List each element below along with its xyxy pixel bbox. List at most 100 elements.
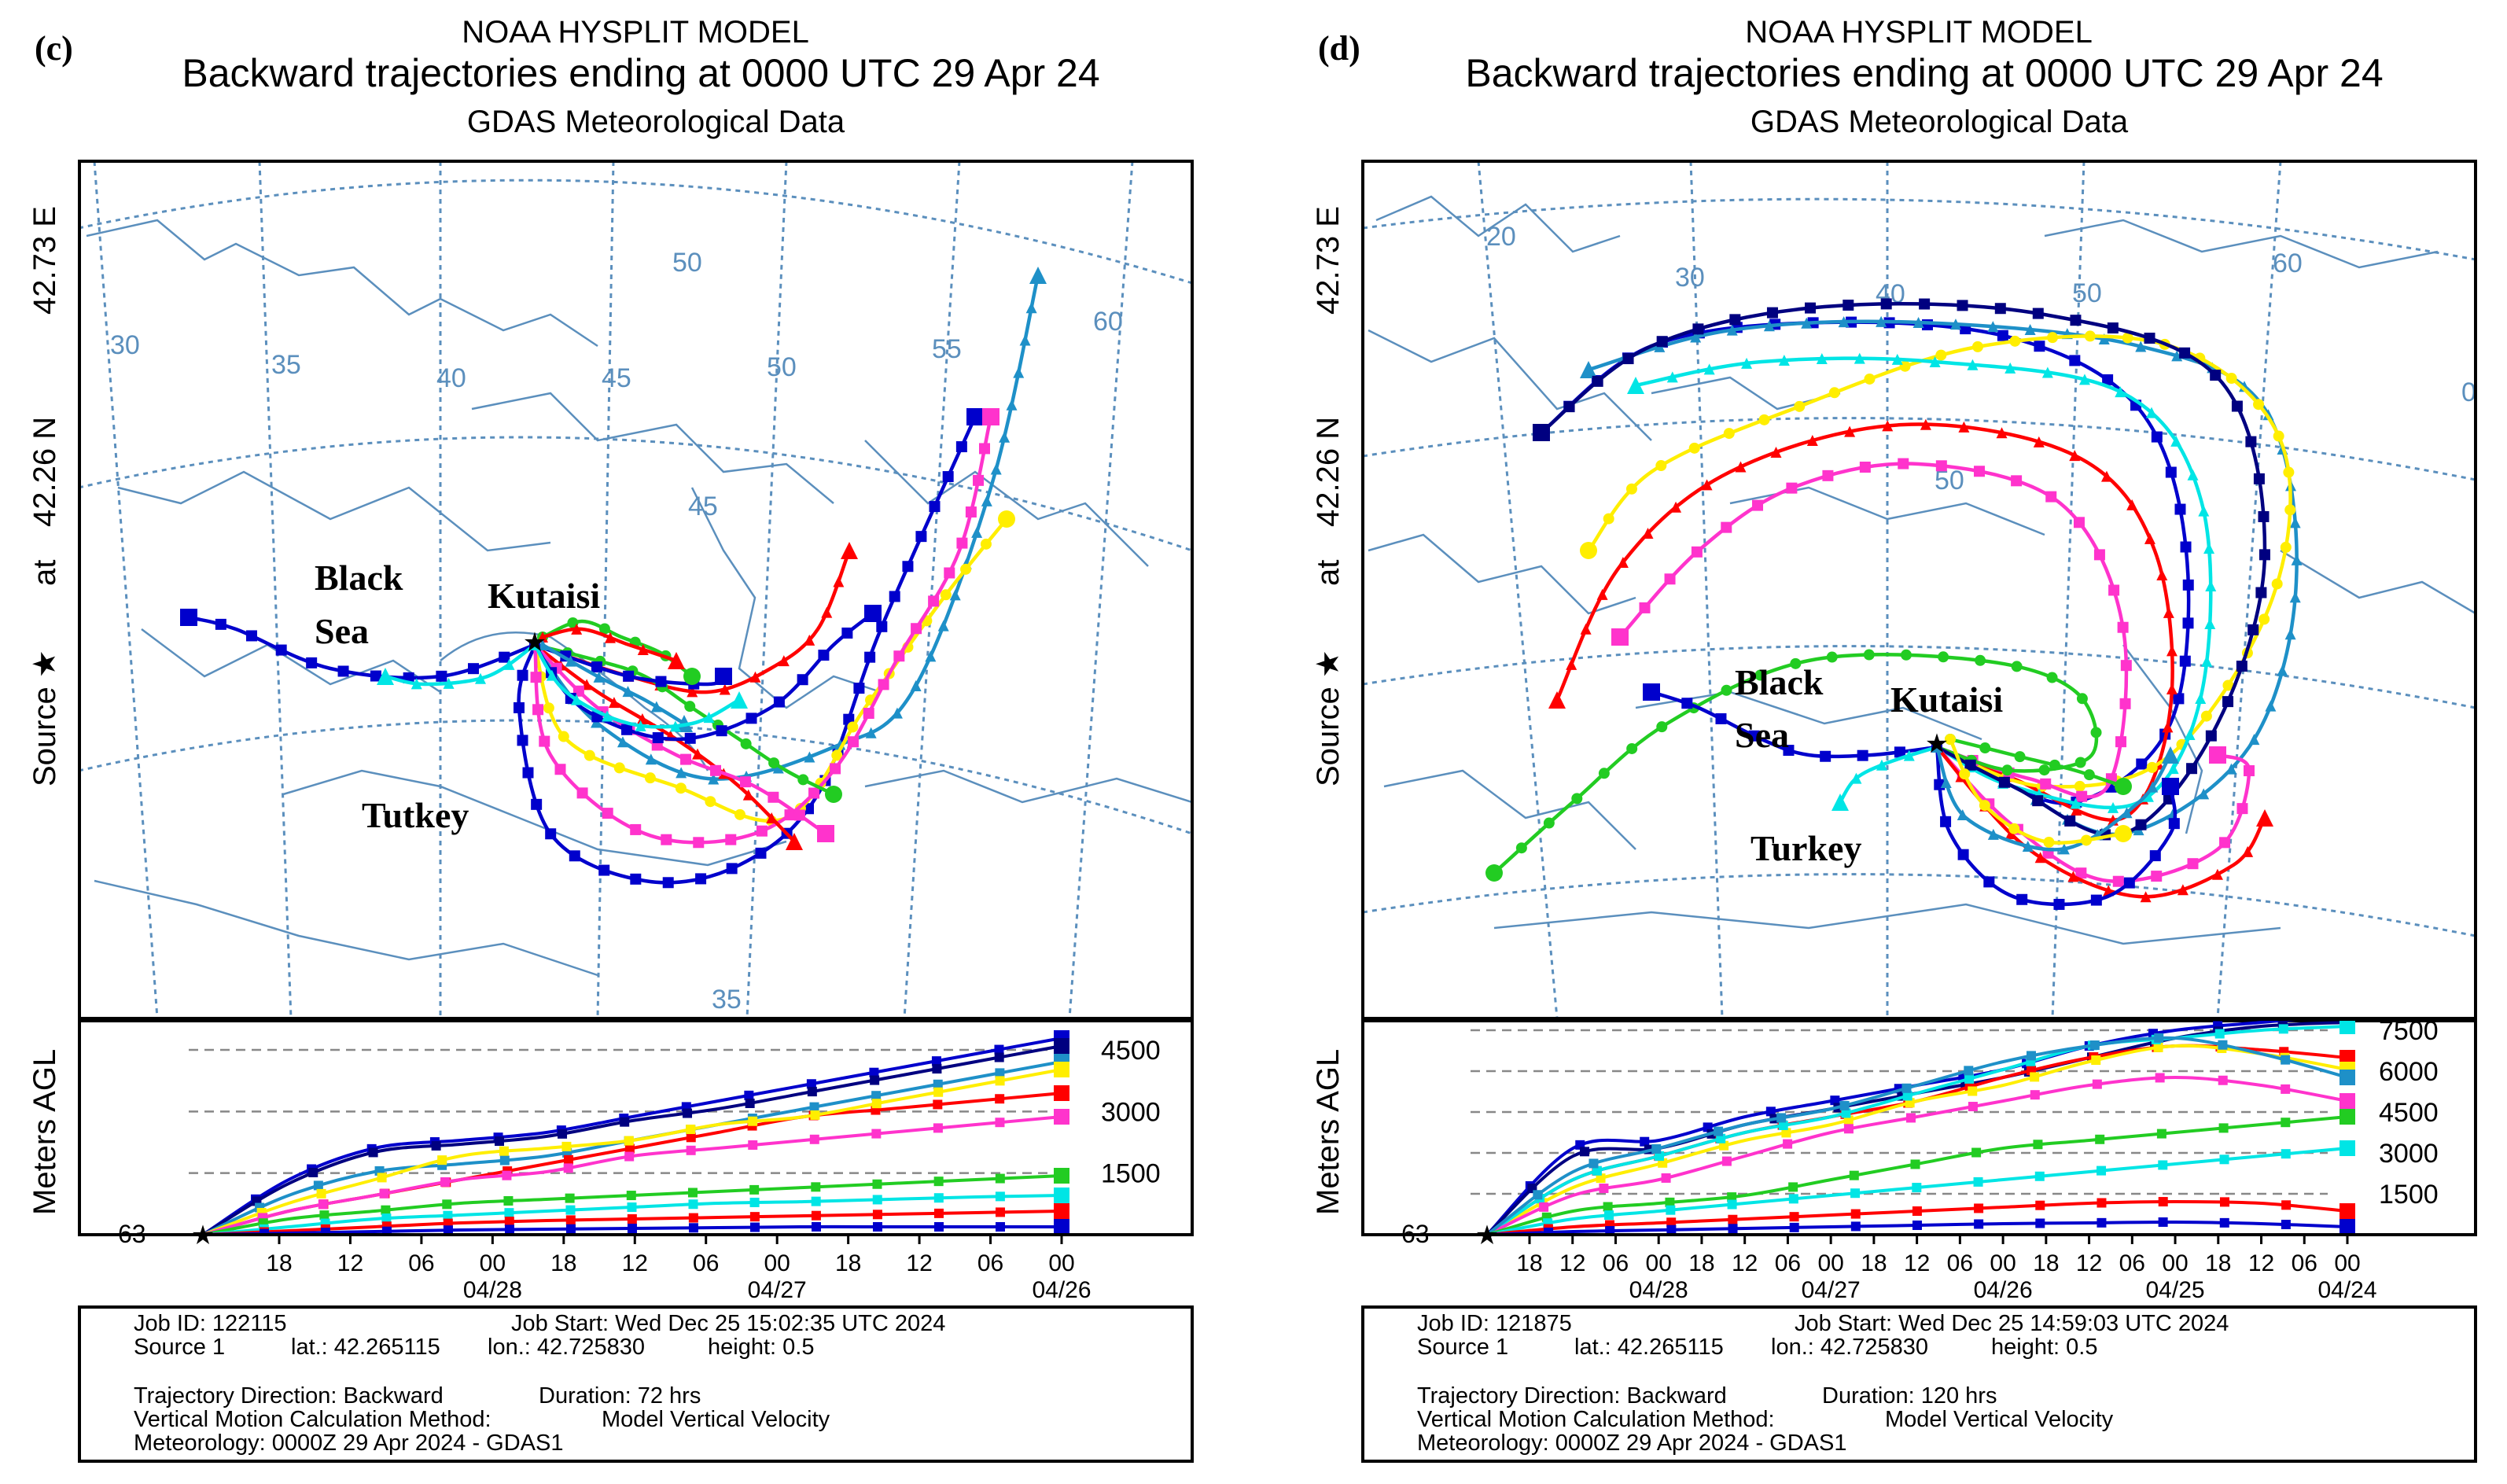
trajectory-marker <box>2253 399 2265 411</box>
trajectory-marker <box>2151 871 2163 882</box>
height-trajectory-marker <box>1654 1151 1664 1161</box>
trajectory-marker <box>1566 658 1577 670</box>
height-trajectory-marker <box>565 1224 576 1233</box>
trajectory-marker <box>2119 698 2131 709</box>
height-trajectory-marker <box>2219 1154 2229 1165</box>
trajectory-marker <box>2093 549 2105 561</box>
height-trajectory-marker <box>1783 1139 1793 1149</box>
trajectory-marker <box>2195 693 2207 705</box>
title-line-1: NOAA HYSPLIT MODEL <box>1745 15 2093 50</box>
height-trajectory-marker <box>933 1123 943 1133</box>
height-trajectory-marker <box>627 1224 637 1233</box>
trajectory-marker <box>942 471 954 483</box>
trajectory-marker <box>2200 710 2212 722</box>
vertical-model: Model Vertical Velocity <box>1885 1407 2114 1432</box>
trajectory-marker <box>703 712 715 724</box>
height-trajectory-marker <box>1599 1184 1609 1194</box>
trajectory-marker <box>1863 649 1875 661</box>
grid-label: 30 <box>110 330 140 360</box>
height-trajectory-marker <box>745 1098 755 1108</box>
trajectory-marker <box>1820 750 1831 762</box>
height-trajectory-marker <box>1054 1085 1069 1101</box>
height-trajectory-marker <box>994 1044 1004 1055</box>
trajectory-marker <box>503 658 515 670</box>
trajectory-marker <box>910 680 922 692</box>
trajectory-marker <box>1485 864 1503 882</box>
vertical-method: Vertical Motion Calculation Method: <box>134 1407 491 1432</box>
grid-label: 45 <box>602 363 631 393</box>
trajectory-marker <box>2284 504 2296 516</box>
time-ticks: 18 12 06 00 18 12 06 00 18 12 06 00 18 12 06 00 18 12 06 00… <box>1516 1235 2377 1303</box>
height-trajectory-marker <box>872 1179 882 1189</box>
trajectory-marker <box>2004 362 2016 374</box>
height-trajectory-marker <box>318 1199 328 1210</box>
height-trajectory-marker <box>259 1228 269 1233</box>
trajectory-marker <box>2171 350 2183 362</box>
trajectory-marker <box>2034 341 2045 352</box>
trajectory-marker <box>1643 683 1660 701</box>
trajectory-marker <box>2005 828 2017 840</box>
trajectory-marker <box>739 776 751 788</box>
trajectory-marker <box>1515 842 1527 854</box>
height-trajectory-marker <box>933 1079 943 1089</box>
height-trajectory-marker <box>504 1224 514 1233</box>
trajectory-marker <box>370 670 381 682</box>
height-trajectory-marker <box>1666 1224 1677 1233</box>
height-trajectory-marker <box>2156 1129 2166 1139</box>
height-trajectory-line <box>202 1044 1062 1233</box>
trajectory-marker <box>2166 683 2178 695</box>
trajectory-marker <box>2034 852 2046 864</box>
height-trajectory-line <box>1486 1025 2348 1233</box>
trajectory-marker <box>2071 805 2082 816</box>
height-trajectory-marker <box>686 1132 696 1143</box>
trajectory-marker <box>2174 503 2186 515</box>
height-trajectory-marker <box>558 1129 568 1139</box>
trajectory-marker <box>2040 778 2052 790</box>
height-trajectory-marker <box>1912 1221 1922 1231</box>
height-trajectory-marker <box>2158 1197 2168 1207</box>
trajectory-marker <box>1639 602 1651 613</box>
trajectory-marker <box>2277 665 2288 676</box>
height-trajectory-marker <box>624 1136 634 1146</box>
y-axis-label: Meters AGL <box>1311 1049 1346 1215</box>
trajectory-marker <box>773 696 785 708</box>
trajectory-marker <box>2231 400 2243 412</box>
trajectory-marker <box>1945 734 1956 745</box>
height-tick-label: 1500 <box>2379 1180 2439 1210</box>
height-trajectory-marker <box>749 1197 760 1207</box>
height-trajectory-marker <box>2219 1217 2229 1228</box>
trajectory-marker <box>715 668 732 685</box>
trajectory-marker <box>692 748 704 760</box>
trajectory-marker <box>2219 837 2231 849</box>
trajectory-marker <box>2058 843 2070 855</box>
trajectory-marker <box>876 620 888 632</box>
height-trajectory-marker <box>2339 1219 2355 1233</box>
height-trajectory-marker <box>749 1222 760 1232</box>
height-trajectory-marker <box>565 1215 576 1225</box>
trajectory-marker <box>1801 317 1813 329</box>
trajectory-marker <box>1859 461 1871 473</box>
trajectory-marker <box>2038 764 2050 776</box>
trajectory-marker <box>797 774 809 786</box>
trajectory-marker <box>1790 657 1802 669</box>
height-trajectory-marker <box>933 1222 944 1232</box>
trajectory-marker <box>725 834 737 845</box>
height-tick-label: 3000 <box>2379 1139 2439 1169</box>
trajectory-marker <box>1617 556 1629 568</box>
height-trajectory-marker <box>620 1117 630 1127</box>
height-trajectory-marker <box>563 1163 573 1173</box>
height-trajectory-marker <box>870 1075 880 1085</box>
trajectory-marker <box>2180 541 2192 553</box>
trajectory-marker <box>847 736 859 748</box>
trajectory-marker <box>2084 330 2096 342</box>
trajectory-marker <box>1876 315 1887 327</box>
trajectory-marker <box>821 606 833 618</box>
trajectory-marker <box>1642 528 1654 539</box>
height-trajectory-marker <box>933 1193 944 1203</box>
trajectory-marker <box>2053 898 2065 910</box>
trajectory-marker <box>766 812 778 824</box>
vertical-method: Vertical Motion Calculation Method: <box>1417 1407 1775 1432</box>
trajectory-marker <box>693 837 705 849</box>
height-trajectory-marker <box>811 1196 821 1206</box>
trajectory-marker <box>1987 828 1999 840</box>
